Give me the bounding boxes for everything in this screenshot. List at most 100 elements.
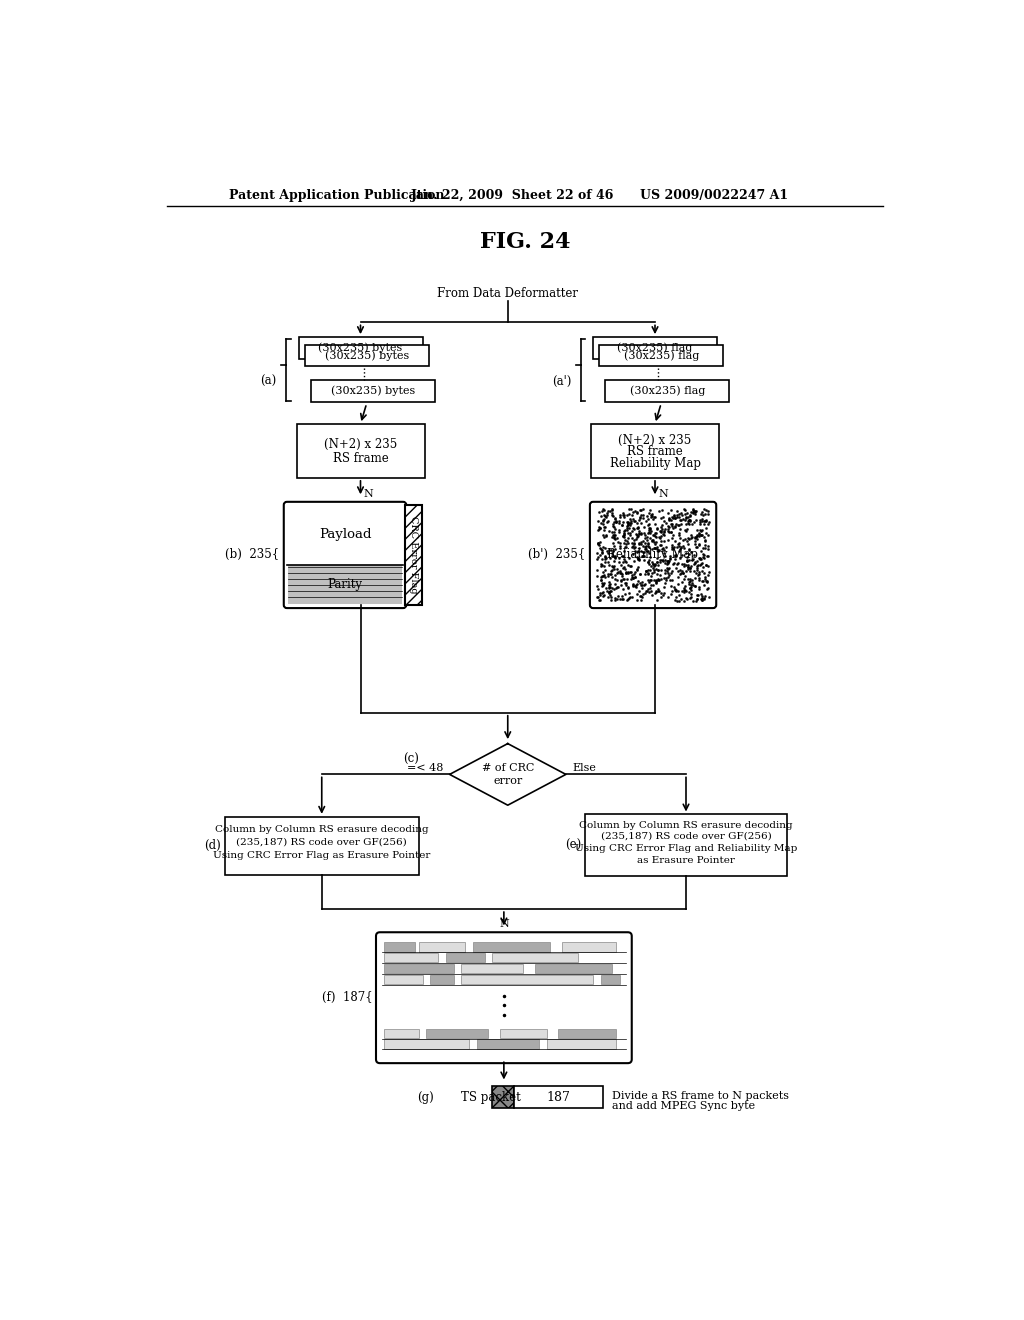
Point — [676, 577, 692, 598]
Point — [646, 525, 663, 546]
Point — [685, 590, 701, 611]
Point — [667, 579, 683, 601]
Point — [622, 515, 638, 536]
Text: (30x235) flag: (30x235) flag — [617, 342, 692, 354]
Point — [630, 574, 646, 595]
Point — [620, 528, 636, 549]
Point — [612, 570, 629, 591]
Point — [606, 587, 623, 609]
Point — [668, 531, 684, 552]
Point — [636, 523, 652, 544]
Point — [594, 554, 610, 576]
Point — [632, 573, 648, 594]
Point — [683, 577, 699, 598]
Point — [631, 539, 647, 560]
Point — [653, 549, 670, 570]
Point — [691, 578, 708, 599]
Point — [624, 533, 640, 554]
Point — [590, 546, 606, 568]
Point — [699, 536, 716, 557]
Point — [620, 568, 636, 589]
Point — [617, 552, 634, 573]
Point — [682, 510, 698, 531]
Bar — [384, 1039, 469, 1048]
Point — [611, 513, 628, 535]
Point — [604, 499, 621, 520]
Point — [699, 579, 716, 601]
Point — [676, 503, 692, 524]
Point — [601, 554, 617, 576]
Point — [660, 552, 677, 573]
Point — [662, 521, 678, 543]
Text: Patent Application Publication: Patent Application Publication — [228, 189, 444, 202]
Point — [689, 589, 706, 610]
Point — [654, 539, 671, 560]
Point — [616, 520, 633, 541]
Point — [614, 586, 631, 607]
Point — [692, 520, 709, 541]
Point — [631, 548, 647, 569]
Point — [595, 561, 611, 582]
Point — [676, 553, 692, 574]
Point — [627, 536, 643, 557]
Point — [605, 525, 622, 546]
Point — [679, 546, 695, 568]
Point — [602, 500, 618, 521]
Point — [681, 528, 697, 549]
Point — [636, 532, 652, 553]
Point — [680, 510, 696, 531]
Point — [688, 536, 705, 557]
Text: (f)  187{: (f) 187{ — [322, 991, 372, 1005]
Point — [656, 582, 673, 603]
Point — [612, 589, 629, 610]
Point — [647, 558, 664, 579]
Point — [670, 579, 686, 601]
Point — [662, 510, 678, 531]
Point — [671, 540, 687, 561]
Point — [642, 554, 658, 576]
Point — [599, 504, 615, 525]
Point — [609, 577, 626, 598]
Point — [697, 585, 714, 606]
Point — [663, 562, 679, 583]
Point — [647, 513, 664, 535]
Point — [674, 504, 690, 525]
Point — [597, 545, 613, 566]
Point — [665, 528, 681, 549]
Bar — [605, 380, 729, 401]
Point — [600, 565, 616, 586]
Point — [653, 516, 670, 537]
Point — [696, 531, 713, 552]
Point — [672, 519, 688, 540]
Point — [604, 527, 621, 548]
Point — [695, 546, 712, 568]
Bar — [311, 380, 435, 401]
Point — [626, 537, 642, 558]
Point — [626, 564, 642, 585]
Point — [667, 507, 683, 528]
Point — [647, 581, 664, 602]
Point — [632, 507, 648, 528]
Point — [660, 558, 677, 579]
Point — [694, 510, 711, 531]
Point — [594, 565, 610, 586]
Point — [672, 533, 688, 554]
Point — [643, 506, 659, 527]
Point — [605, 525, 622, 546]
Point — [664, 561, 680, 582]
Point — [671, 585, 687, 606]
Point — [614, 589, 631, 610]
Point — [690, 554, 707, 576]
Text: # of CRC: # of CRC — [481, 763, 534, 774]
Point — [694, 504, 711, 525]
Point — [600, 574, 616, 595]
Point — [617, 574, 634, 595]
Point — [668, 586, 684, 607]
Point — [639, 529, 655, 550]
Point — [651, 535, 668, 556]
Point — [665, 539, 681, 560]
Point — [629, 512, 645, 533]
Point — [662, 545, 678, 566]
Bar — [592, 424, 719, 478]
Bar — [477, 1039, 539, 1048]
